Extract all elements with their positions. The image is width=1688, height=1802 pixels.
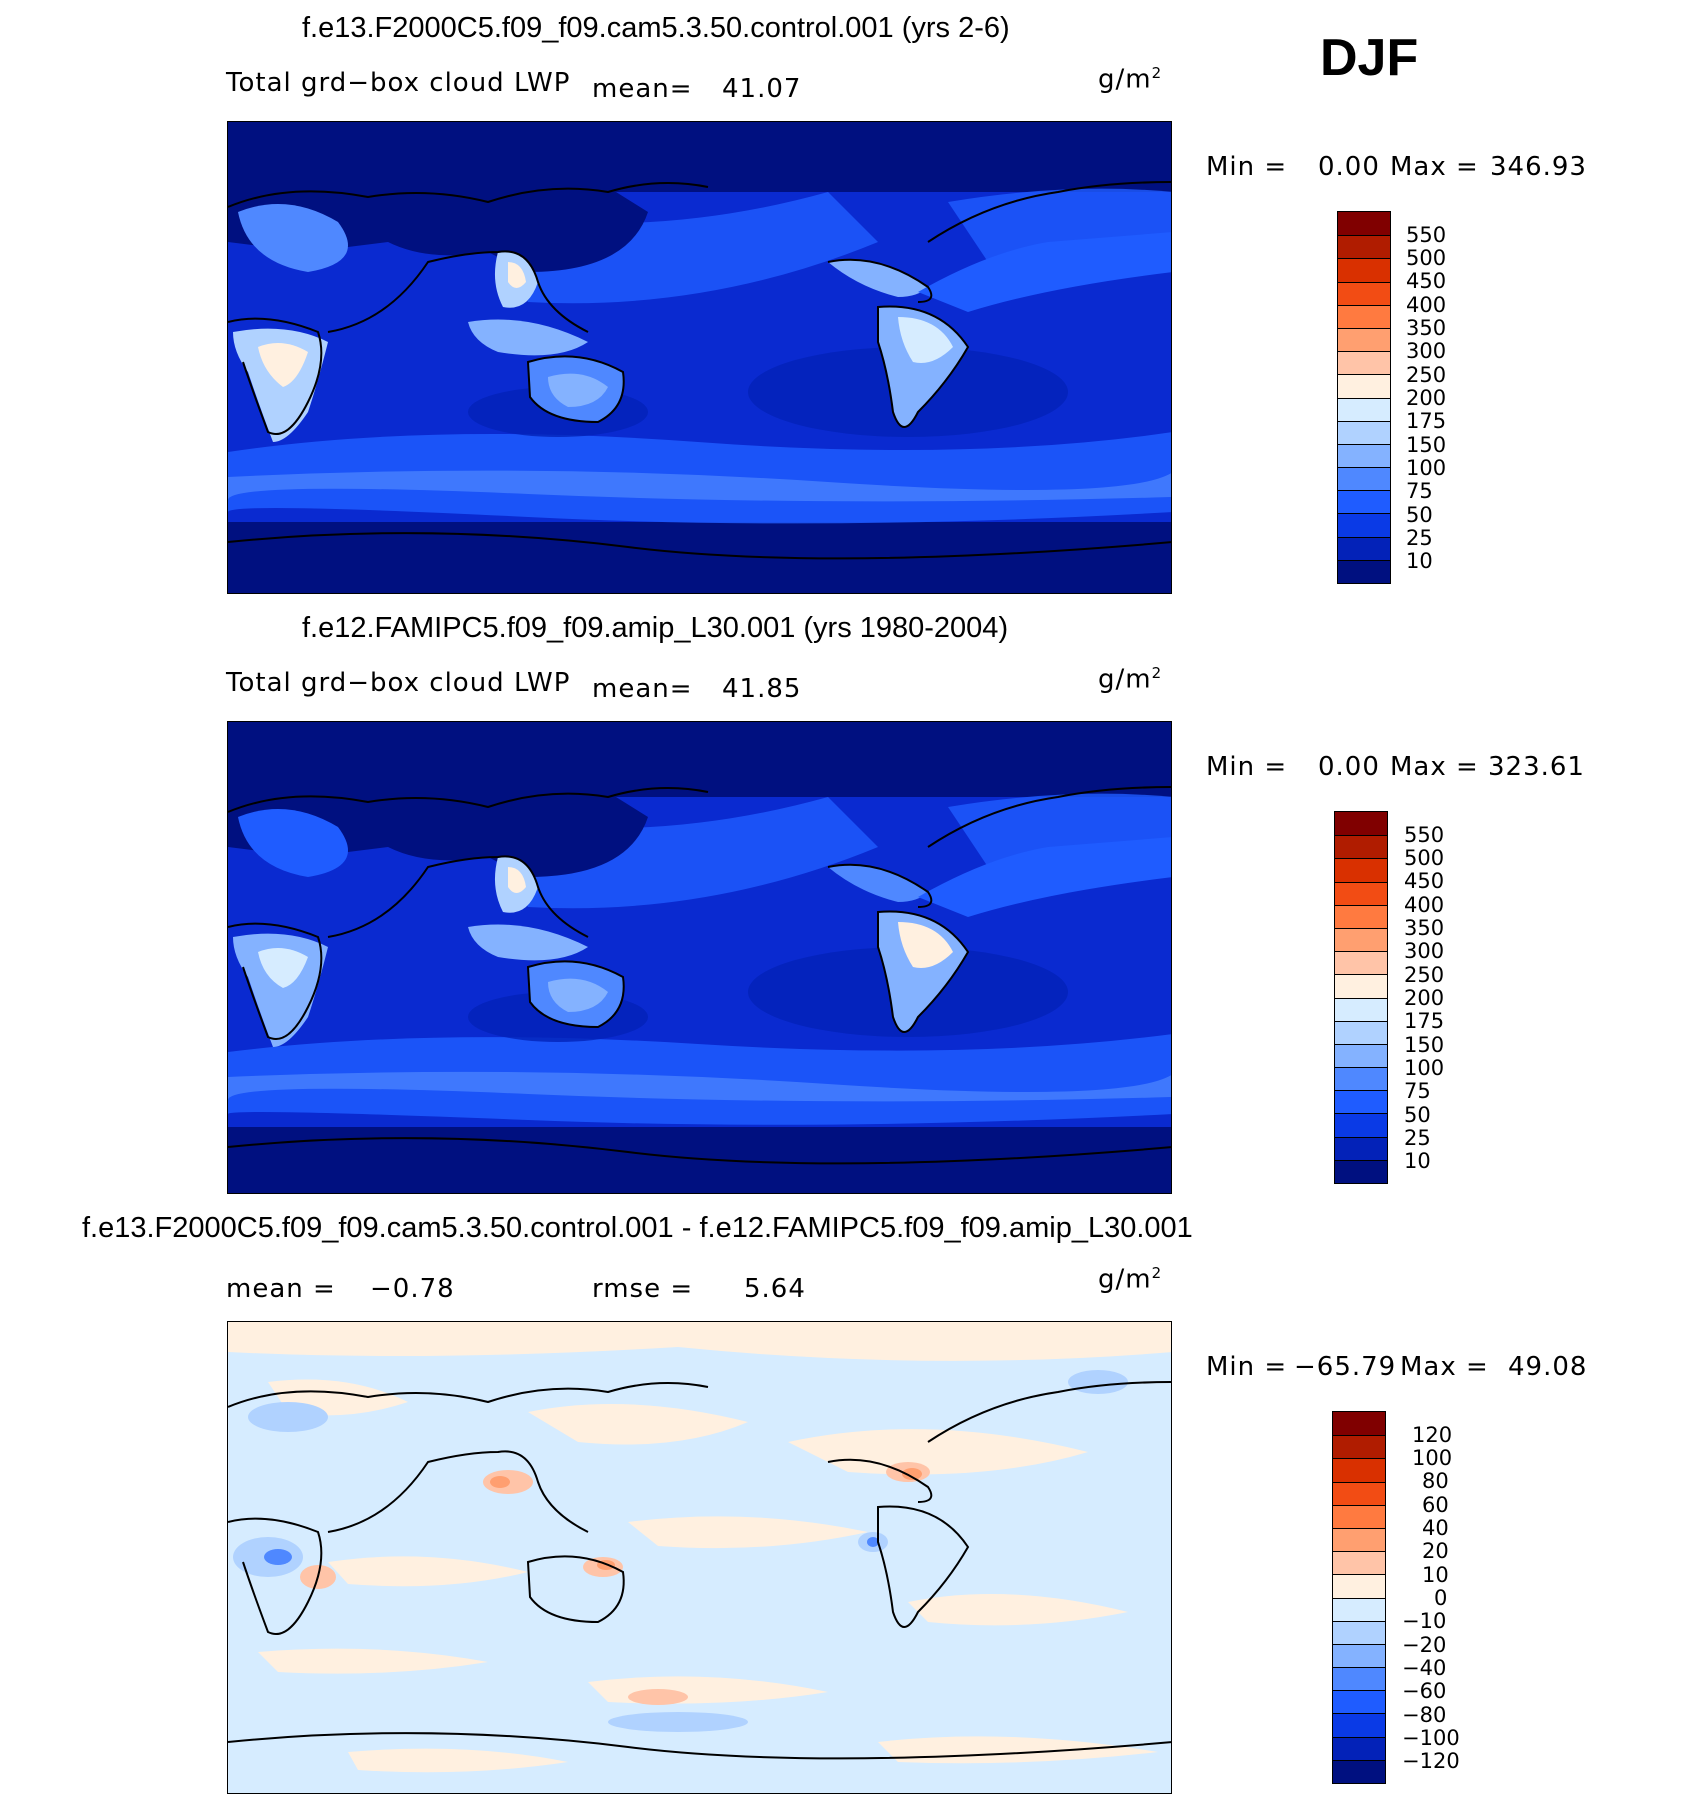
colorbar-tick: 200 [1406, 386, 1447, 410]
colorbar-tick: −80 [1402, 1703, 1447, 1727]
colorbar-tick: 75 [1406, 479, 1433, 503]
colorbar-tick: 400 [1404, 893, 1445, 917]
colorbar-tick: 60 [1422, 1493, 1449, 1517]
colorbar-tick: 120 [1412, 1423, 1453, 1447]
colorbar-tick: 150 [1404, 1033, 1445, 1057]
colorbar-tick: 100 [1406, 456, 1447, 480]
colorbar-tick: −40 [1402, 1656, 1447, 1680]
colorbar-tick: 25 [1404, 1126, 1431, 1150]
colorbar-tick: 10 [1404, 1149, 1431, 1173]
colorbar-tick: 450 [1404, 869, 1445, 893]
min-value: 0.00 [1318, 752, 1380, 782]
mean-label: mean= [592, 74, 693, 104]
colorbar-tick: 450 [1406, 269, 1447, 293]
colorbar-tick: −100 [1402, 1726, 1460, 1750]
units-label: g/m2 [1098, 664, 1163, 695]
colorbar-tick: 200 [1404, 986, 1445, 1010]
colorbar-tick: 400 [1406, 293, 1447, 317]
colorbar-tick: 500 [1404, 846, 1445, 870]
variable-label: Total grd−box cloud LWP [226, 668, 571, 698]
colorbar-tick: 50 [1404, 1103, 1431, 1127]
colorbar-tick: 50 [1406, 503, 1433, 527]
colorbar-tick: 20 [1422, 1539, 1449, 1563]
colorbar-tick: −20 [1402, 1633, 1447, 1657]
colorbar-tick: 0 [1434, 1586, 1448, 1610]
map-amip [227, 721, 1172, 1194]
panel-title: f.e13.F2000C5.f09_f09.cam5.3.50.control.… [82, 1212, 1193, 1244]
map-control [227, 121, 1172, 594]
min-value: 0.00 [1318, 152, 1380, 182]
season-label: DJF [1320, 29, 1419, 87]
mean-label: mean= [592, 674, 693, 704]
mean-value: 41.07 [722, 74, 802, 104]
units-label: g/m2 [1098, 1264, 1163, 1295]
colorbar-tick: 10 [1422, 1563, 1449, 1587]
colorbar-tick: 550 [1404, 823, 1445, 847]
colorbar-difference [1332, 1411, 1386, 1784]
max-value: 346.93 [1490, 152, 1587, 182]
max-label: Max = [1390, 152, 1479, 182]
colorbar-tick: 100 [1404, 1056, 1445, 1080]
colorbar-tick: 175 [1406, 409, 1447, 433]
lwp-difference-map [228, 1322, 1171, 1773]
max-value: 323.61 [1488, 752, 1585, 782]
variable-label: Total grd−box cloud LWP [226, 68, 571, 98]
lwp-field-map [228, 122, 1171, 593]
map-difference [227, 1321, 1172, 1794]
colorbar-tick: 350 [1406, 316, 1447, 340]
colorbar-tick: 250 [1404, 963, 1445, 987]
max-value: 49.08 [1508, 1352, 1588, 1382]
lwp-field-map [228, 722, 1171, 1193]
colorbar-tick: 550 [1406, 223, 1447, 247]
colorbar-tick: 25 [1406, 526, 1433, 550]
colorbar-tick: 250 [1406, 363, 1447, 387]
colorbar-tick: 10 [1406, 549, 1433, 573]
min-value: −65.79 [1294, 1352, 1397, 1382]
colorbar-tick: 80 [1422, 1469, 1449, 1493]
colorbar-tick: 350 [1404, 916, 1445, 940]
colorbar-tick: −120 [1402, 1749, 1460, 1773]
max-label: Max = [1400, 1352, 1489, 1382]
min-label: Min = [1206, 152, 1288, 182]
colorbar-tick: −10 [1402, 1609, 1447, 1633]
colorbar-tick: 75 [1404, 1079, 1431, 1103]
max-label: Max = [1390, 752, 1479, 782]
rmse-value: 5.64 [744, 1274, 806, 1304]
colorbar-tick: −60 [1402, 1679, 1447, 1703]
colorbar-tick: 100 [1412, 1446, 1453, 1470]
panel-title: f.e13.F2000C5.f09_f09.cam5.3.50.control.… [302, 12, 1010, 44]
min-label: Min = [1206, 752, 1288, 782]
panel-title: f.e12.FAMIPC5.f09_f09.amip_L30.001 (yrs … [302, 612, 1009, 644]
colorbar-tick: 40 [1422, 1516, 1449, 1540]
colorbar-amip [1334, 811, 1388, 1184]
mean-value: −0.78 [370, 1274, 455, 1304]
colorbar-tick: 175 [1404, 1009, 1445, 1033]
colorbar-tick: 150 [1406, 433, 1447, 457]
rmse-label: rmse = [592, 1274, 694, 1304]
colorbar-tick: 500 [1406, 246, 1447, 270]
colorbar-control [1337, 211, 1391, 584]
mean-label: mean = [226, 1274, 336, 1304]
units-label: g/m2 [1098, 64, 1163, 95]
min-label: Min = [1206, 1352, 1288, 1382]
colorbar-tick: 300 [1404, 939, 1445, 963]
mean-value: 41.85 [722, 674, 802, 704]
colorbar-tick: 300 [1406, 339, 1447, 363]
